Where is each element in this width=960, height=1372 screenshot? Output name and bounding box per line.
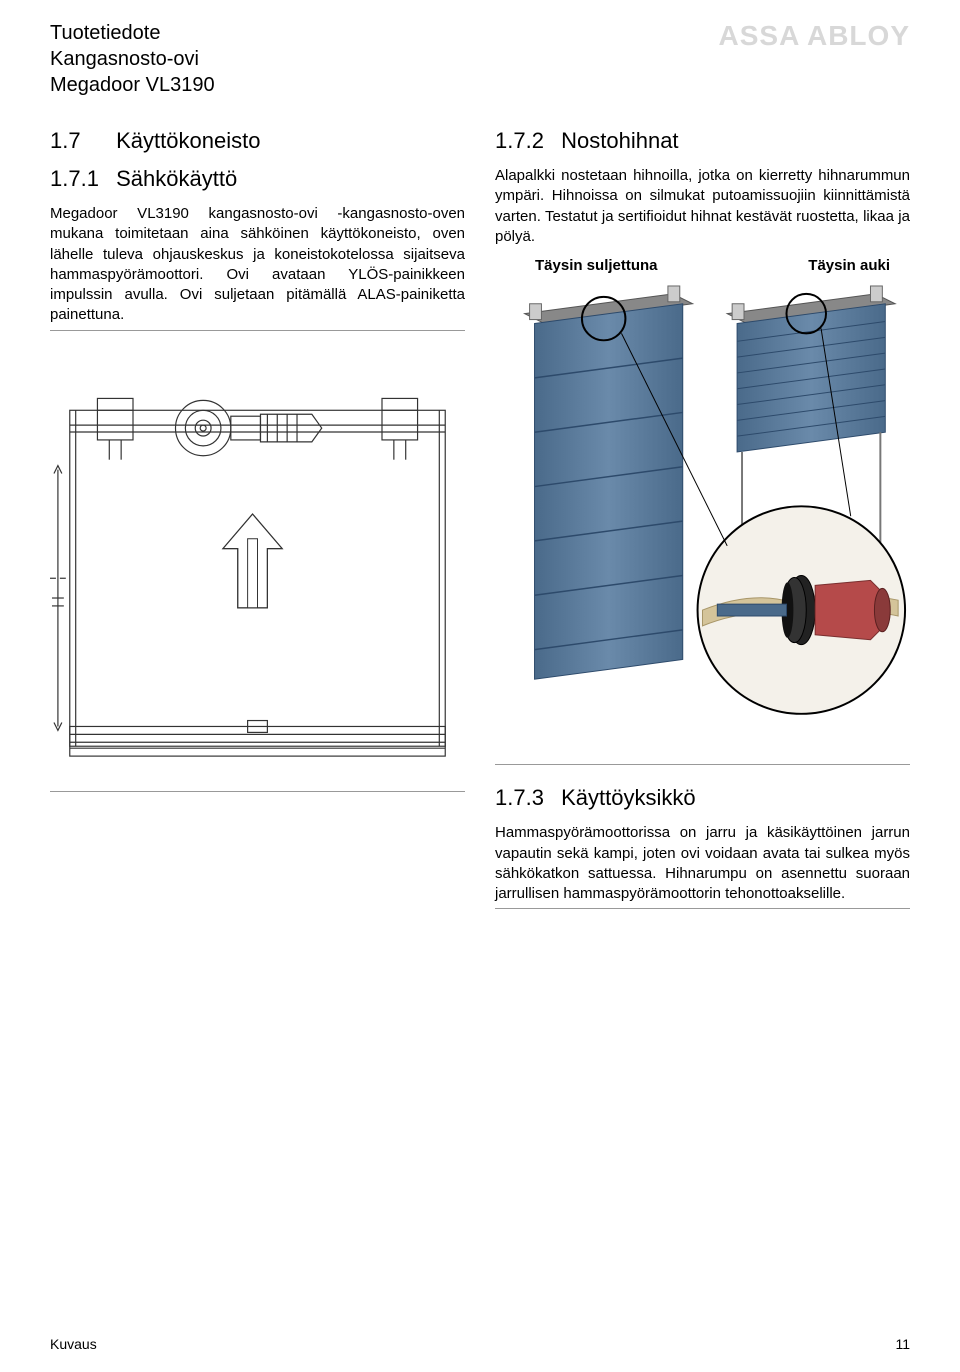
section-17-title: Käyttökoneisto — [116, 128, 260, 153]
diagram-door-states — [495, 284, 910, 765]
header-doc-info: Tuotetiedote Kangasnosto-ovi Megadoor VL… — [50, 20, 215, 98]
brand-logo: ASSA ABLOY — [719, 20, 911, 52]
content-area: 1.7 Käyttökoneisto 1.7.1 Sähkökäyttö Meg… — [50, 128, 910, 909]
section-171-num: 1.7.1 — [50, 166, 110, 192]
section-172-heading: 1.7.2 Nostohihnat — [495, 128, 910, 154]
footer-left: Kuvaus — [50, 1336, 97, 1352]
page-footer: Kuvaus 11 — [50, 1336, 910, 1352]
diagram-motor-wireframe — [50, 351, 465, 793]
section-173-body: Hammaspyörämoottorissa on jarru ja käsik… — [495, 823, 910, 909]
section-173: 1.7.3 Käyttöyksikkö Hammaspyörämoottoris… — [495, 785, 910, 909]
section-17-num: 1.7 — [50, 128, 110, 154]
caption-row: Täysin suljettuna Täysin auki — [495, 257, 910, 274]
left-column: 1.7 Käyttökoneisto 1.7.1 Sähkökäyttö Meg… — [50, 128, 465, 909]
section-172-num: 1.7.2 — [495, 128, 555, 154]
section-17-heading: 1.7 Käyttökoneisto — [50, 128, 465, 154]
header-line1: Tuotetiedote — [50, 20, 215, 46]
caption-open: Täysin auki — [808, 257, 890, 274]
door-closed — [525, 286, 693, 679]
section-172-body: Alapalkki nostetaan hihnoilla, jotka on … — [495, 166, 910, 251]
section-173-heading: 1.7.3 Käyttöyksikkö — [495, 785, 910, 811]
header-line2: Kangasnosto-ovi — [50, 46, 215, 72]
section-171-body: Megadoor VL3190 kangasnosto-ovi -kangasn… — [50, 204, 465, 331]
right-column: 1.7.2 Nostohihnat Alapalkki nostetaan hi… — [495, 128, 910, 909]
section-171-title: Sähkökäyttö — [116, 166, 237, 191]
footer-page-number: 11 — [895, 1336, 910, 1352]
header-line3: Megadoor VL3190 — [50, 72, 215, 98]
page-header: Tuotetiedote Kangasnosto-ovi Megadoor VL… — [50, 20, 910, 98]
section-171-heading: 1.7.1 Sähkökäyttö — [50, 166, 465, 192]
section-173-title: Käyttöyksikkö — [561, 785, 696, 810]
section-173-num: 1.7.3 — [495, 785, 555, 811]
caption-closed: Täysin suljettuna — [535, 257, 658, 274]
section-172-title: Nostohihnat — [561, 128, 678, 153]
